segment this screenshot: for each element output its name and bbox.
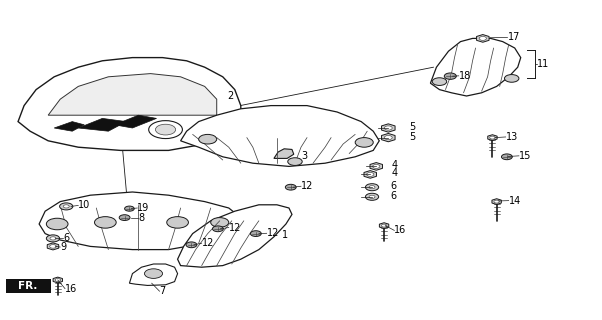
Circle shape: [479, 36, 486, 40]
Circle shape: [60, 203, 73, 210]
Polygon shape: [178, 205, 292, 267]
Text: 13: 13: [506, 132, 518, 142]
Polygon shape: [492, 199, 501, 204]
Text: 6: 6: [390, 191, 396, 201]
Text: 4: 4: [391, 160, 397, 171]
Text: 19: 19: [137, 203, 149, 213]
Polygon shape: [477, 35, 489, 42]
Circle shape: [63, 205, 69, 208]
Text: 8: 8: [138, 212, 144, 223]
Text: 12: 12: [229, 222, 241, 233]
Text: 12: 12: [301, 181, 314, 191]
Text: 9: 9: [60, 242, 66, 252]
Polygon shape: [53, 277, 63, 283]
Circle shape: [49, 244, 57, 248]
Circle shape: [385, 136, 393, 140]
Polygon shape: [382, 133, 395, 142]
Circle shape: [504, 75, 519, 82]
Circle shape: [355, 138, 373, 147]
Text: 16: 16: [65, 284, 77, 294]
Circle shape: [149, 121, 182, 139]
Circle shape: [367, 172, 374, 176]
Circle shape: [95, 217, 116, 228]
Circle shape: [211, 218, 229, 227]
Circle shape: [167, 217, 188, 228]
Polygon shape: [379, 223, 389, 228]
Polygon shape: [39, 192, 241, 250]
Circle shape: [50, 237, 56, 240]
Text: 7: 7: [160, 286, 166, 296]
Circle shape: [490, 136, 495, 139]
Text: 5: 5: [409, 122, 415, 132]
Circle shape: [494, 200, 500, 203]
Polygon shape: [382, 124, 395, 132]
Circle shape: [432, 78, 447, 85]
Circle shape: [155, 124, 176, 135]
Polygon shape: [274, 149, 294, 158]
Text: 16: 16: [394, 225, 406, 236]
Circle shape: [501, 154, 512, 160]
Text: 18: 18: [459, 71, 471, 81]
Circle shape: [144, 269, 163, 278]
Circle shape: [250, 231, 261, 236]
Polygon shape: [78, 118, 126, 131]
Polygon shape: [364, 171, 376, 178]
Circle shape: [213, 226, 223, 232]
Polygon shape: [54, 122, 84, 131]
Text: FR.: FR.: [18, 281, 37, 291]
Polygon shape: [18, 58, 241, 150]
Circle shape: [119, 215, 130, 220]
Circle shape: [186, 242, 197, 248]
Circle shape: [382, 224, 387, 227]
Text: 10: 10: [78, 200, 90, 211]
Circle shape: [385, 126, 393, 130]
Polygon shape: [114, 115, 157, 128]
Circle shape: [373, 164, 380, 168]
Circle shape: [199, 134, 217, 144]
Circle shape: [125, 206, 134, 211]
Polygon shape: [47, 243, 59, 250]
Polygon shape: [129, 264, 178, 285]
Circle shape: [46, 235, 60, 242]
Text: 12: 12: [202, 238, 214, 248]
Polygon shape: [370, 163, 382, 170]
Circle shape: [55, 278, 60, 282]
Bar: [6, 279, 51, 293]
Circle shape: [46, 218, 68, 230]
Text: 12: 12: [267, 228, 279, 238]
Circle shape: [365, 193, 379, 200]
Polygon shape: [430, 38, 521, 96]
Circle shape: [288, 158, 302, 165]
Text: 14: 14: [509, 196, 521, 206]
Text: 3: 3: [301, 151, 307, 161]
Polygon shape: [181, 106, 379, 166]
Circle shape: [369, 186, 375, 189]
Text: 5: 5: [409, 132, 415, 142]
Text: 6: 6: [390, 181, 396, 191]
Circle shape: [444, 73, 456, 79]
Circle shape: [285, 184, 296, 190]
Polygon shape: [48, 74, 217, 115]
Text: 2: 2: [228, 91, 234, 101]
Text: 15: 15: [519, 151, 532, 161]
Polygon shape: [488, 135, 497, 140]
Text: 1: 1: [282, 230, 288, 240]
Circle shape: [369, 195, 375, 198]
Text: 4: 4: [391, 168, 397, 179]
Text: 17: 17: [507, 32, 520, 43]
Text: 11: 11: [537, 59, 549, 69]
Circle shape: [365, 184, 379, 191]
Text: 6: 6: [63, 233, 69, 244]
